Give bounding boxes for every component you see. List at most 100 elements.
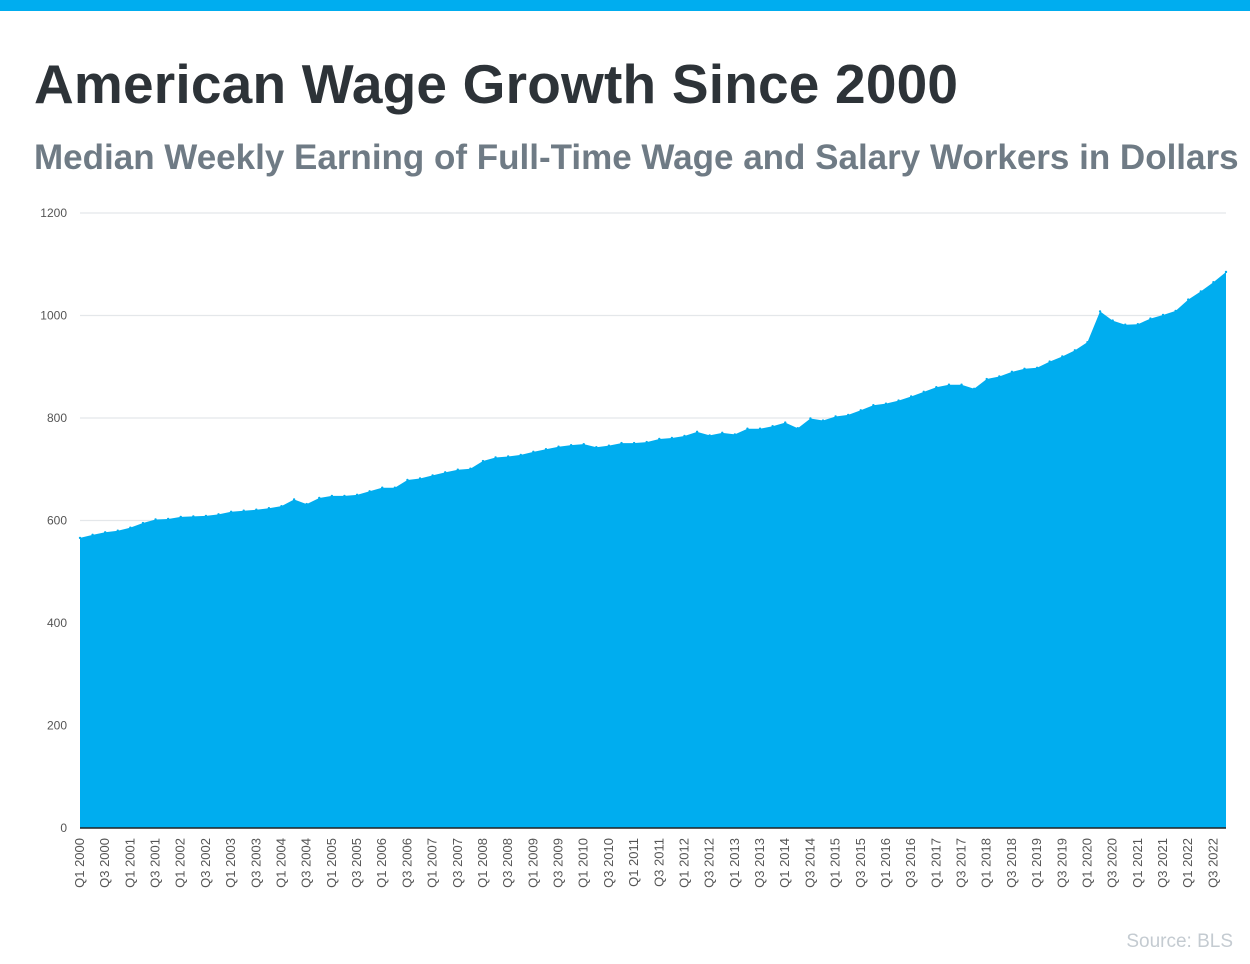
data-point: Q3 2006: 679 <box>406 478 409 482</box>
x-tick-label: Q3 2018 <box>1004 838 1019 888</box>
x-tick-label: Q1 2000 <box>72 838 87 888</box>
data-point: Q1 2019: 898 <box>1035 366 1039 369</box>
x-tick-label: Q3 2013 <box>752 838 767 888</box>
data-point: Q2 2008: 723 <box>494 456 497 459</box>
data-point: Q2 2000: 572 <box>91 533 94 537</box>
x-tick-label: Q3 2010 <box>601 838 616 888</box>
data-point: Q1 2022: 1031 <box>1187 298 1190 301</box>
y-tick-label: 200 <box>47 719 67 733</box>
data-point: Q2 2022: 1047 <box>1199 290 1203 293</box>
data-point: Q4 2020: 982 <box>1124 323 1127 326</box>
x-tick-label: Q1 2006 <box>374 838 389 888</box>
data-point: Q2 2011: 753 <box>645 440 648 444</box>
data-point: Q3 2015: 815 <box>859 409 862 412</box>
top-accent-bar <box>0 0 1250 11</box>
x-tick-label: Q3 2000 <box>97 838 112 888</box>
x-tick-label: Q1 2019 <box>1029 838 1044 888</box>
x-tick-label: Q1 2001 <box>122 838 137 888</box>
data-point: Q4 2014: 795 <box>821 419 825 422</box>
x-tick-label: Q3 2009 <box>551 838 566 888</box>
data-point: Q1 2021: 983 <box>1136 323 1140 326</box>
data-point: Q2 2021: 994 <box>1149 317 1152 320</box>
x-tick-label: Q3 2022 <box>1205 838 1220 888</box>
x-tick-label: Q3 2005 <box>349 838 364 888</box>
x-tick-label: Q3 2012 <box>702 838 717 888</box>
data-point: Q4 2012: 771 <box>721 431 724 435</box>
x-tick-label: Q1 2010 <box>576 838 591 888</box>
data-point: Q2 2015: 806 <box>847 413 850 417</box>
data-point: Q4 2015: 825 <box>872 403 875 407</box>
x-tick-label: Q3 2017 <box>954 838 969 888</box>
x-tick-label: Q1 2013 <box>727 838 742 888</box>
data-point: Q3 2007: 699 <box>456 468 459 471</box>
data-point: Q3 2009: 744 <box>557 445 560 448</box>
x-tick-label: Q3 2006 <box>399 838 414 888</box>
x-tick-label: Q3 2007 <box>450 838 465 888</box>
data-point: Q4 2017: 857 <box>972 387 976 390</box>
data-point: Q3 2013: 779 <box>758 427 762 430</box>
data-point: Q4 2022: 1085 <box>1224 270 1228 274</box>
data-point: Q1 2018: 876 <box>985 377 988 381</box>
chart-title: American Wage Growth Since 2000 <box>34 53 959 115</box>
data-point: Q1 2004: 628 <box>280 504 283 508</box>
data-point: Q4 2006: 682 <box>418 477 422 480</box>
data-point: Q4 2001: 603 <box>166 517 170 521</box>
data-point: Q4 2000: 580 <box>116 529 119 532</box>
data-point: Q4 2011: 761 <box>670 436 674 440</box>
data-point: Q3 2022: 1065 <box>1212 280 1215 284</box>
x-tick-label: Q1 2014 <box>777 838 792 888</box>
x-tick-label: Q1 2003 <box>223 838 238 888</box>
data-point: Q3 2005: 650 <box>355 493 359 497</box>
x-tick-label: Q1 2017 <box>928 838 943 888</box>
x-tick-label: Q1 2021 <box>1130 838 1145 888</box>
x-tick-label: Q1 2016 <box>878 838 893 888</box>
data-point: Q2 2020: 1008 <box>1098 310 1102 313</box>
data-point: Q2 2010: 743 <box>595 446 598 449</box>
source-note: Source: BLS <box>1126 931 1233 952</box>
data-point: Q1 2012: 765 <box>683 434 686 438</box>
data-point: Q1 2001: 586 <box>129 526 132 529</box>
data-point: Q1 2003: 617 <box>229 510 233 513</box>
x-tick-label: Q3 2001 <box>148 838 163 888</box>
data-point: Q4 2019: 932 <box>1073 349 1077 352</box>
data-point: Q2 2006: 664 <box>393 486 397 489</box>
x-tick-label: Q1 2022 <box>1180 838 1195 888</box>
data-point: Q3 2012: 766 <box>708 434 711 437</box>
x-tick-label: Q1 2015 <box>828 838 843 888</box>
data-point: Q3 2003: 621 <box>255 508 258 511</box>
x-tick-label: Q1 2004 <box>273 838 288 888</box>
y-tick-label: 800 <box>47 411 67 425</box>
data-point: Q2 2012: 773 <box>695 430 699 434</box>
data-point: Q3 2014: 799 <box>809 417 812 420</box>
x-tick-label: Q3 2021 <box>1155 838 1170 888</box>
data-point: Q4 2004: 644 <box>318 496 321 500</box>
data-point: Q2 2013: 779 <box>746 427 749 430</box>
data-point: Q4 2002: 612 <box>217 513 220 516</box>
y-tick-label: 1000 <box>40 309 67 323</box>
data-point: Q2 2019: 910 <box>1048 360 1051 363</box>
data-point: Q1 2005: 648 <box>330 494 334 498</box>
data-point: Q1 2002: 607 <box>179 515 182 519</box>
data-point: Q1 2017: 860 <box>935 386 938 389</box>
data-point: Q4 2010: 751 <box>620 441 623 445</box>
data-point: Q3 2018: 890 <box>1010 370 1014 374</box>
data-point: Q1 2010: 749 <box>582 442 585 446</box>
x-tick-label: Q1 2020 <box>1079 838 1094 888</box>
data-point: Q2 2007: 694 <box>444 471 447 474</box>
x-tick-label: Q3 2014 <box>802 838 817 888</box>
x-tick-label: Q3 2008 <box>500 838 515 888</box>
x-tick-label: Q3 2003 <box>248 838 263 888</box>
data-point: Q2 2005: 648 <box>343 494 346 498</box>
data-point: Q1 2008: 716 <box>481 459 485 463</box>
data-point: Q1 2011: 751 <box>632 441 636 445</box>
data-point: Q1 2009: 734 <box>532 450 535 454</box>
x-tick-label: Q3 2002 <box>198 838 213 888</box>
data-point: Q2 2016: 834 <box>897 399 900 402</box>
x-tick-label: Q3 2011 <box>651 838 666 887</box>
data-point: Q1 2015: 803 <box>834 415 837 418</box>
data-point: Q3 2020: 990 <box>1111 319 1114 322</box>
y-tick-label: 400 <box>47 616 67 630</box>
data-point: Q3 2019: 920 <box>1061 355 1064 358</box>
data-point: Q3 2001: 602 <box>154 518 157 521</box>
data-point: Q4 2018: 896 <box>1023 367 1026 370</box>
